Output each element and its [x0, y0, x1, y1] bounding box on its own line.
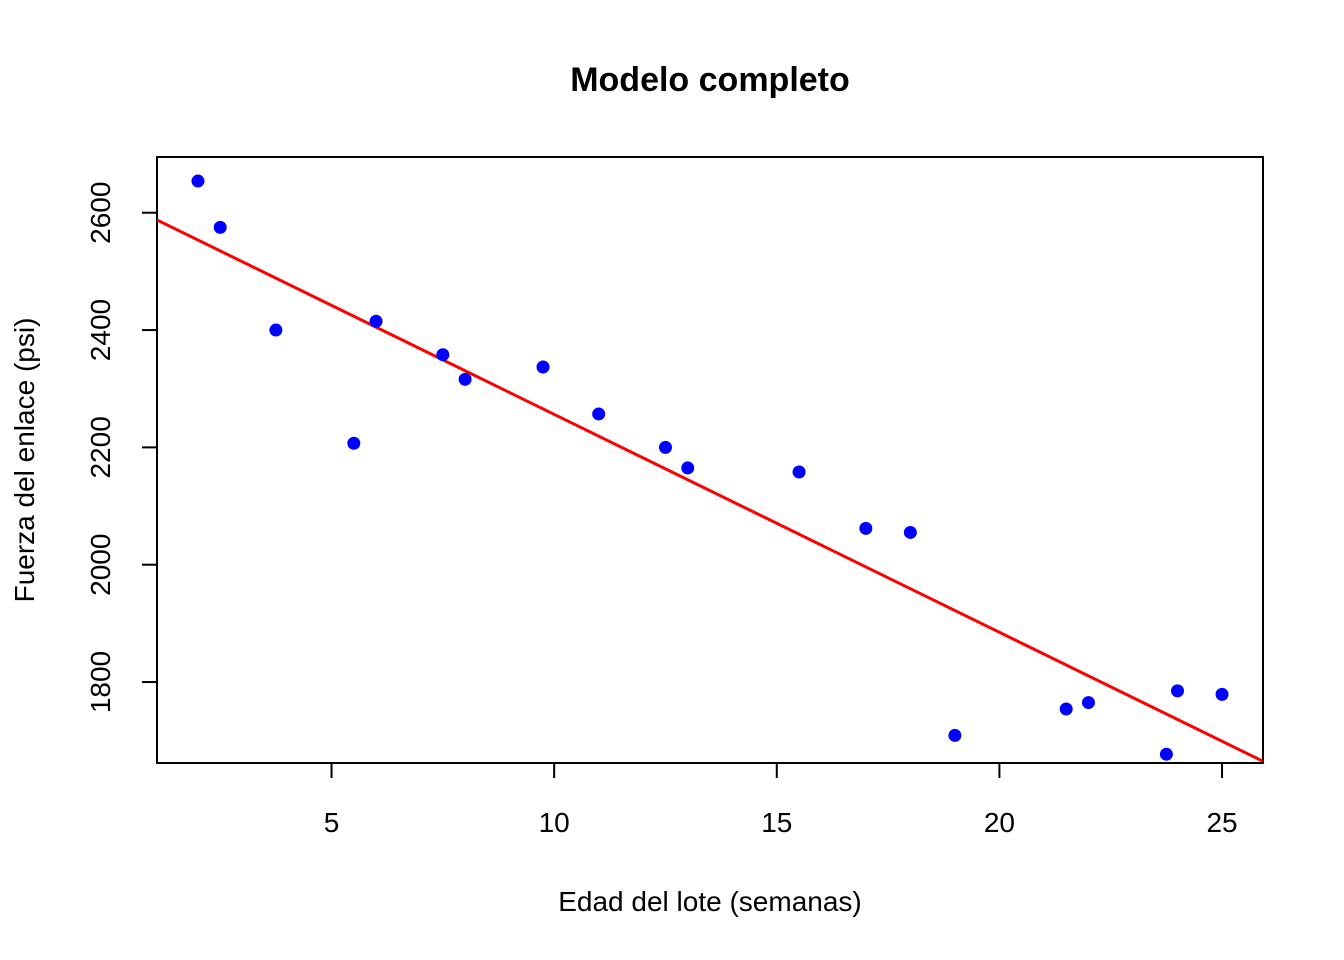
data-point — [1215, 687, 1229, 701]
regression-line — [157, 218, 1263, 763]
data-point — [1081, 696, 1095, 710]
data-point — [213, 220, 227, 234]
data-point — [269, 323, 283, 337]
data-point — [347, 436, 361, 450]
y-tick-label: 2400 — [85, 299, 116, 361]
data-point — [903, 525, 917, 539]
data-point — [536, 360, 550, 374]
y-tick-label: 2200 — [85, 416, 116, 478]
y-tick-label: 2000 — [85, 534, 116, 596]
x-tick-label: 10 — [539, 807, 570, 838]
data-point — [1159, 747, 1173, 761]
y-tick-label: 2600 — [85, 182, 116, 244]
x-tick-label: 15 — [761, 807, 792, 838]
data-point — [592, 407, 606, 421]
data-point — [1171, 684, 1185, 698]
plot-frame — [156, 156, 1264, 764]
data-point — [681, 461, 695, 475]
data-point — [948, 728, 962, 742]
x-tick-label: 20 — [984, 807, 1015, 838]
y-axis-label: Fuerza del enlace (psi) — [9, 318, 40, 603]
data-point — [859, 521, 873, 535]
data-point — [1059, 702, 1073, 716]
data-point — [191, 174, 205, 188]
data-point — [458, 372, 472, 386]
regression-line-group — [157, 218, 1263, 763]
y-tick-label: 1800 — [85, 651, 116, 713]
data-points — [191, 174, 1229, 761]
x-axis: 5 10 15 20 25 — [324, 763, 1238, 838]
data-point — [792, 465, 806, 479]
y-axis: 1800 2000 2200 2400 2600 — [85, 182, 157, 713]
data-point — [369, 314, 383, 328]
x-tick-label: 25 — [1206, 807, 1237, 838]
x-tick-label: 5 — [324, 807, 340, 838]
chart-title: Modelo completo — [570, 61, 850, 99]
x-axis-label: Edad del lote (semanas) — [558, 886, 862, 917]
data-point — [658, 440, 672, 454]
data-point — [436, 348, 450, 362]
